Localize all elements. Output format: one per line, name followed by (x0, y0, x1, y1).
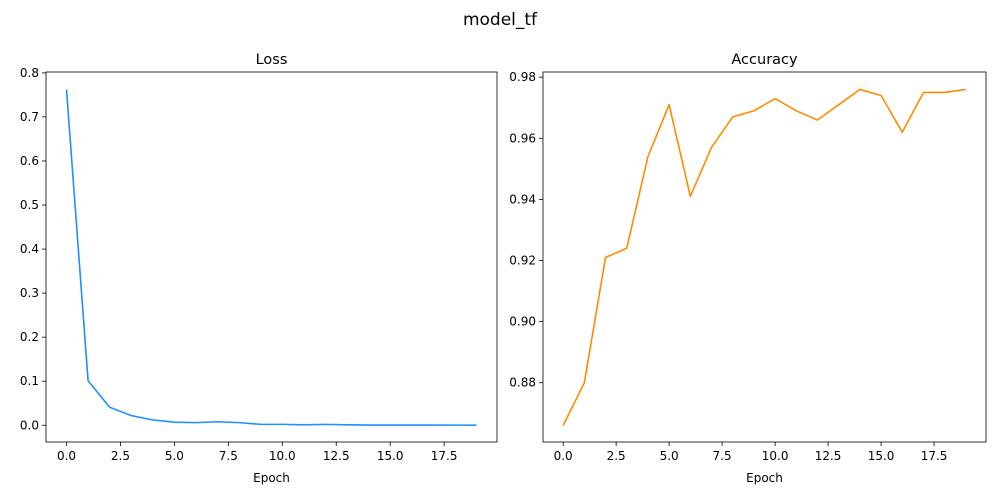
loss-panel: 0.0 2.5 5.0 7.5 10.0 12.5 15.0 17.5 0.0 0.1 0.2 0.3… (20, 52, 498, 485)
x-tick-label: 5.0 (165, 449, 184, 463)
series-line (562, 88, 966, 426)
y-tick-label: 0.4 (20, 242, 39, 256)
y-tick-label: 0.94 (509, 192, 536, 206)
x-axis-label: Epoch (746, 471, 783, 485)
x-tick-label: 17.5 (921, 449, 948, 463)
axes-frame (45, 71, 498, 443)
x-axis-label: Epoch (253, 471, 290, 485)
series-line (65, 89, 477, 426)
x-tick-label: 10.0 (269, 449, 296, 463)
x-tick-label: 12.5 (815, 449, 842, 463)
x-tick-label: 12.5 (323, 449, 350, 463)
panel-title: Loss (256, 52, 288, 68)
x-tick-label: 5.0 (660, 449, 679, 463)
x-tick-label: 7.5 (219, 449, 238, 463)
y-tick-label: 0.5 (20, 198, 39, 212)
x-tick-label: 0.0 (554, 449, 573, 463)
panel-title: Accuracy (731, 52, 798, 68)
y-tick-label: 0.2 (20, 330, 39, 344)
y-tick-label: 0.92 (509, 254, 536, 268)
x-tick-label: 10.0 (762, 449, 789, 463)
y-tick-label: 0.0 (20, 418, 39, 432)
accuracy-panel: 0.0 2.5 5.0 7.5 10.0 12.5 15.0 17.5 0.88 0.90 0.92… (509, 52, 987, 485)
y-tick-label: 0.7 (20, 110, 39, 124)
x-tick-label: 15.0 (377, 449, 404, 463)
figure-suptitle: model_tf (463, 10, 538, 30)
x-tick-label: 2.5 (111, 449, 130, 463)
x-tick-label: 7.5 (713, 449, 732, 463)
y-tick-label: 0.8 (20, 66, 39, 80)
y-tick-label: 0.3 (20, 286, 39, 300)
x-tick-label: 15.0 (868, 449, 895, 463)
x-tick-label: 2.5 (607, 449, 626, 463)
axes-frame (542, 71, 987, 443)
y-tick-label: 0.6 (20, 154, 39, 168)
x-tick-label: 17.5 (431, 449, 458, 463)
y-tick-label: 0.98 (509, 70, 536, 84)
y-tick-label: 0.1 (20, 374, 39, 388)
y-tick-label: 0.88 (509, 376, 536, 390)
x-tick-label: 0.0 (57, 449, 76, 463)
y-tick-label: 0.90 (509, 315, 536, 329)
y-tick-label: 0.96 (509, 131, 536, 145)
